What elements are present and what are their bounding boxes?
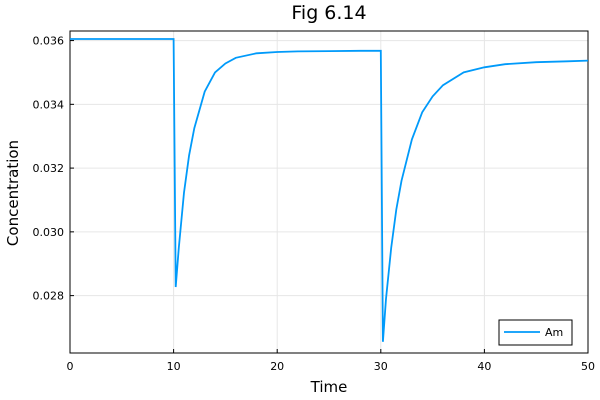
- chart-title: Fig 6.14: [291, 2, 366, 24]
- axis-ticks: 0 10 20 30 40 50 0.028 0.030 0.032 0.034 0.036: [33, 35, 596, 373]
- x-tick-label: 10: [167, 360, 181, 373]
- y-axis-label: Concentration: [4, 140, 22, 246]
- x-tick-label: 20: [270, 360, 284, 373]
- x-tick-label: 50: [581, 360, 595, 373]
- plot-frame: [69, 30, 589, 354]
- grid-lines: [69, 31, 589, 353]
- x-tick-label: 0: [67, 360, 74, 373]
- y-tick-label: 0.032: [33, 162, 65, 175]
- y-tick-label: 0.030: [33, 226, 65, 239]
- legend: Am: [498, 319, 573, 346]
- x-tick-label: 30: [374, 360, 388, 373]
- legend-label-am: Am: [545, 326, 563, 339]
- x-tick-label: 40: [477, 360, 491, 373]
- y-tick-label: 0.036: [33, 35, 65, 48]
- x-axis-label: Time: [310, 378, 348, 396]
- y-tick-label: 0.034: [33, 98, 65, 111]
- y-tick-label: 0.028: [33, 290, 65, 303]
- series-line-am: [70, 38, 589, 342]
